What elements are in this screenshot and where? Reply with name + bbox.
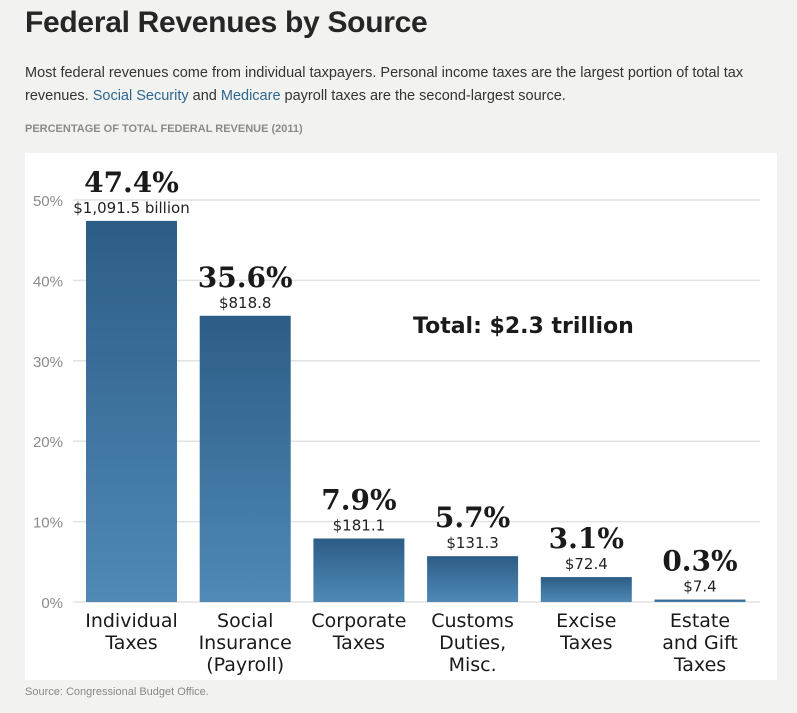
intro-part: Most federal revenues come from individu…	[25, 65, 744, 104]
bar	[199, 315, 291, 602]
value-label: 3.1%	[549, 522, 624, 555]
category-label: Individual	[85, 610, 178, 632]
y-tick-label: 50%	[33, 193, 63, 210]
category-label: and Gift	[662, 632, 738, 654]
bar	[313, 538, 405, 602]
category-label: Social	[217, 610, 273, 632]
y-tick-label: 20%	[33, 434, 63, 451]
source-note: Source: Congressional Budget Office.	[25, 686, 209, 698]
category-label: (Payroll)	[206, 654, 284, 676]
category-label: Misc.	[449, 654, 497, 676]
amount-label: $131.3	[446, 534, 499, 552]
y-tick-label: 30%	[33, 354, 63, 371]
amount-label: $7.4	[683, 578, 716, 596]
category-label: Insurance	[199, 632, 292, 654]
category-label: Excise	[556, 610, 616, 632]
bar	[427, 556, 519, 602]
bar	[86, 220, 177, 602]
category-label: Customs	[431, 610, 514, 632]
value-label: 0.3%	[662, 545, 737, 578]
amount-label: $72.4	[565, 555, 608, 573]
amount-label: $818.8	[219, 294, 272, 312]
intro-part: payroll taxes are the second-largest sou…	[280, 88, 566, 104]
amount-label: $1,091.5 billion	[73, 199, 189, 217]
bar	[654, 599, 746, 602]
category-label: Duties,	[439, 632, 506, 654]
total-annotation: Total: $2.3 trillion	[413, 314, 634, 339]
intro-part: and	[188, 88, 221, 104]
chart-title: PERCENTAGE OF TOTAL FEDERAL REVENUE (201…	[25, 123, 303, 135]
amount-label: $181.1	[333, 516, 386, 534]
chart-panel: 0% 10% 20% 30% 40% 50% $1,091.5 billion 47.4% In…	[25, 153, 777, 680]
value-label: 7.9%	[321, 483, 396, 516]
social-security-link[interactable]: Social Security	[92, 88, 189, 104]
y-tick-label: 40%	[33, 273, 63, 290]
value-label: 47.4%	[84, 166, 179, 199]
category-label: Taxes	[104, 632, 157, 654]
category-label: Taxes	[559, 632, 612, 654]
page-title: Federal Revenues by Source	[25, 6, 428, 39]
category-label: Estate	[670, 610, 730, 632]
intro-text: Most federal revenues come from individu…	[25, 62, 785, 108]
bar	[540, 577, 632, 602]
category-label: Taxes	[673, 654, 726, 676]
value-label: 5.7%	[435, 501, 510, 534]
value-label: 35.6%	[198, 261, 293, 294]
category-label: Corporate	[311, 610, 406, 632]
category-label: Taxes	[332, 632, 385, 654]
y-tick-label: 0%	[41, 595, 63, 612]
y-tick-label: 10%	[33, 515, 63, 532]
medicare-link[interactable]: Medicare	[220, 88, 281, 104]
